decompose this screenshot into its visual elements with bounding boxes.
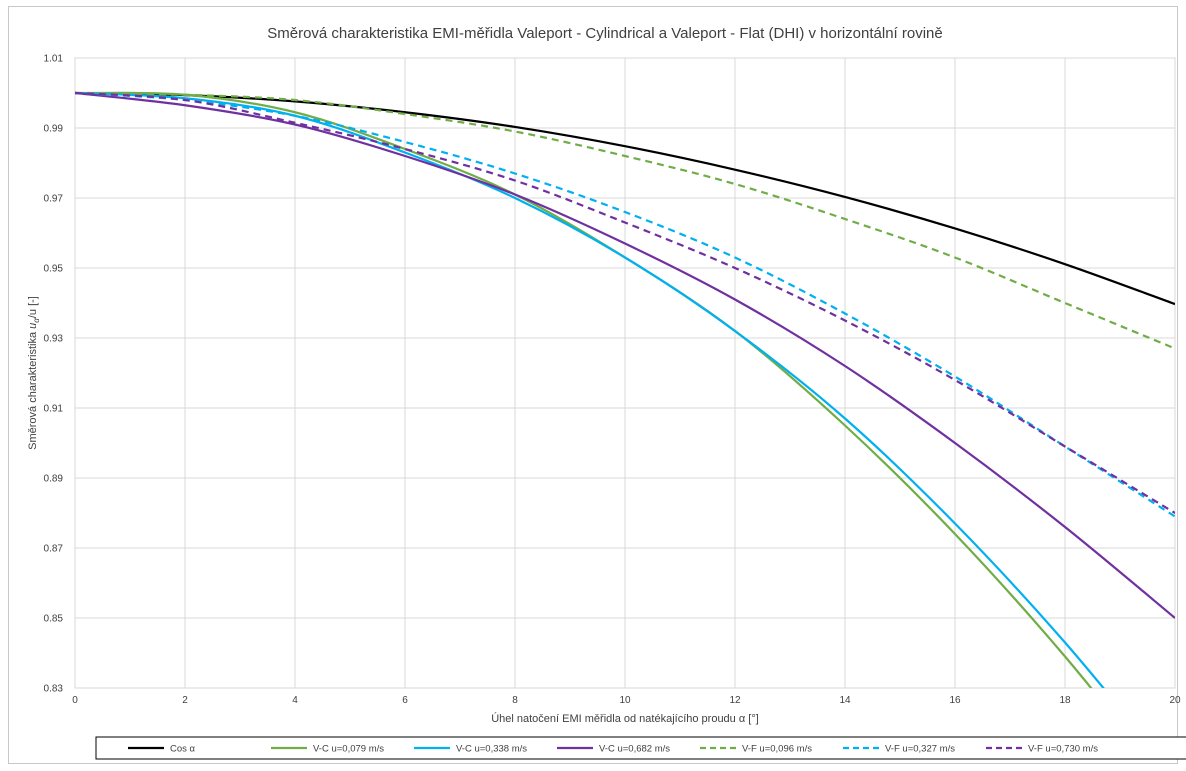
legend-label-1: V-C u=0,079 m/s [313, 744, 384, 755]
y-axis-label-tail: /u [-] [27, 296, 39, 318]
y-tick-label: 1.01 [44, 54, 64, 65]
series-lines [75, 91, 1175, 688]
x-axis-label: Úhel natočení EMI měřidla od natékajícíh… [491, 712, 759, 725]
chart-title: Směrová charakteristika EMI-měřidla Vale… [267, 25, 943, 42]
legend-label-5: V-F u=0,327 m/s [885, 744, 955, 755]
x-tick-label: 6 [402, 695, 408, 706]
y-tick-label: 0.95 [44, 264, 64, 275]
y-axis-label-main: Směrová charakteristika [27, 329, 39, 450]
x-tick-label: 2 [182, 695, 188, 706]
legend [95, 736, 1186, 760]
y-tick-label: 0.99 [44, 124, 64, 135]
y-tick-label: 0.93 [44, 334, 64, 345]
x-tick-label: 8 [512, 695, 518, 706]
legend-label-6: V-F u=0,730 m/s [1028, 744, 1098, 755]
y-tick-label: 0.89 [44, 474, 64, 485]
y-tick-label: 0.91 [44, 404, 64, 415]
gridlines [74, 57, 1176, 689]
y-axis-label-sub: α [32, 318, 41, 323]
x-tick-label: 20 [1169, 695, 1181, 706]
series-line-6 [75, 91, 1175, 514]
y-tick-label: 0.87 [44, 544, 64, 555]
legend-label-2: V-C u=0,338 m/s [456, 744, 527, 755]
x-tick-label: 4 [292, 695, 298, 706]
legend-items: Cos α V-C u=0,079 m/s V-C u=0,338 m/s V-C u… [128, 744, 1098, 755]
legend-label-0: Cos α [170, 744, 196, 755]
x-tick-label: 10 [619, 695, 631, 706]
y-tick-label: 0.85 [44, 614, 64, 625]
x-tick-label: 12 [729, 695, 741, 706]
legend-label-4: V-F u=0,096 m/s [742, 744, 812, 755]
y-tick-label: 0.83 [44, 684, 64, 695]
y-tick-labels: 0.83 0.85 0.87 0.89 0.91 0.93 0.95 0.97 0.99 1.01 [44, 54, 64, 695]
x-tick-label: 18 [1059, 695, 1071, 706]
x-tick-label: 16 [949, 695, 961, 706]
x-tick-label: 0 [72, 695, 78, 706]
x-tick-label: 14 [839, 695, 851, 706]
y-axis-label-u: u [27, 323, 39, 329]
legend-label-3: V-C u=0,682 m/s [599, 744, 670, 755]
series-line-5 [75, 91, 1175, 518]
series-line-4 [75, 91, 1175, 350]
series-line-3 [75, 91, 1175, 619]
y-tick-label: 0.97 [44, 194, 64, 205]
x-tick-labels: 0 2 4 6 8 10 12 14 16 18 20 [72, 695, 1181, 706]
series-line-0 [75, 91, 1175, 306]
y-axis-label: Směrová charakteristika uα/u [-] [27, 296, 41, 450]
